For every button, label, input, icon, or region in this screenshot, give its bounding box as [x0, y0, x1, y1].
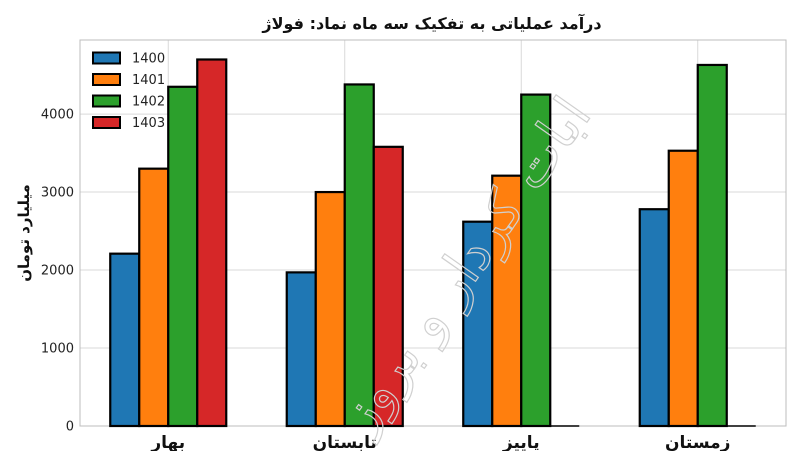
y-axis-ticks: 0 1000 2000 3000 4000: [41, 108, 74, 435]
bar: [372, 145, 404, 428]
bar: [696, 63, 728, 428]
bar: [109, 252, 141, 428]
plot-area: [79, 39, 787, 427]
bar: [285, 271, 317, 428]
x-tick-label: تابستان: [313, 433, 377, 451]
y-tick-label: 1000: [41, 342, 74, 357]
legend-swatch: [92, 94, 121, 108]
legend-swatch: [92, 51, 121, 65]
y-axis-label: میلیارد تومان: [15, 184, 33, 282]
bar: [314, 190, 346, 428]
bar: [196, 58, 228, 428]
y-tick-label: 3000: [41, 186, 74, 201]
bar: [167, 85, 199, 428]
x-tick-label: زمستان: [665, 433, 730, 451]
bars: [109, 58, 756, 428]
legend-label: 1403: [132, 116, 165, 131]
chart-title: درآمد عملیاتی به تفکیک سه ماه نماد: فولا…: [261, 13, 601, 33]
bar: [667, 149, 699, 428]
legend-swatch: [92, 73, 121, 86]
x-tick-label: پاییز: [502, 433, 540, 451]
y-tick-label: 0: [66, 420, 74, 435]
bar: [638, 208, 670, 428]
x-tick-label: بهار: [150, 433, 185, 451]
y-tick-label: 2000: [41, 264, 74, 279]
x-axis-ticks: بهار تابستان پاییز زمستان: [150, 433, 730, 451]
legend: 1400 1401 1402 1403: [92, 51, 165, 131]
legend-label: 1401: [132, 73, 165, 88]
bar: [138, 167, 170, 428]
legend-swatch: [92, 116, 121, 129]
bar: [491, 174, 523, 428]
legend-label: 1400: [132, 52, 165, 67]
bar: [520, 93, 552, 428]
y-tick-label: 4000: [41, 108, 74, 123]
legend-label: 1402: [132, 95, 165, 110]
